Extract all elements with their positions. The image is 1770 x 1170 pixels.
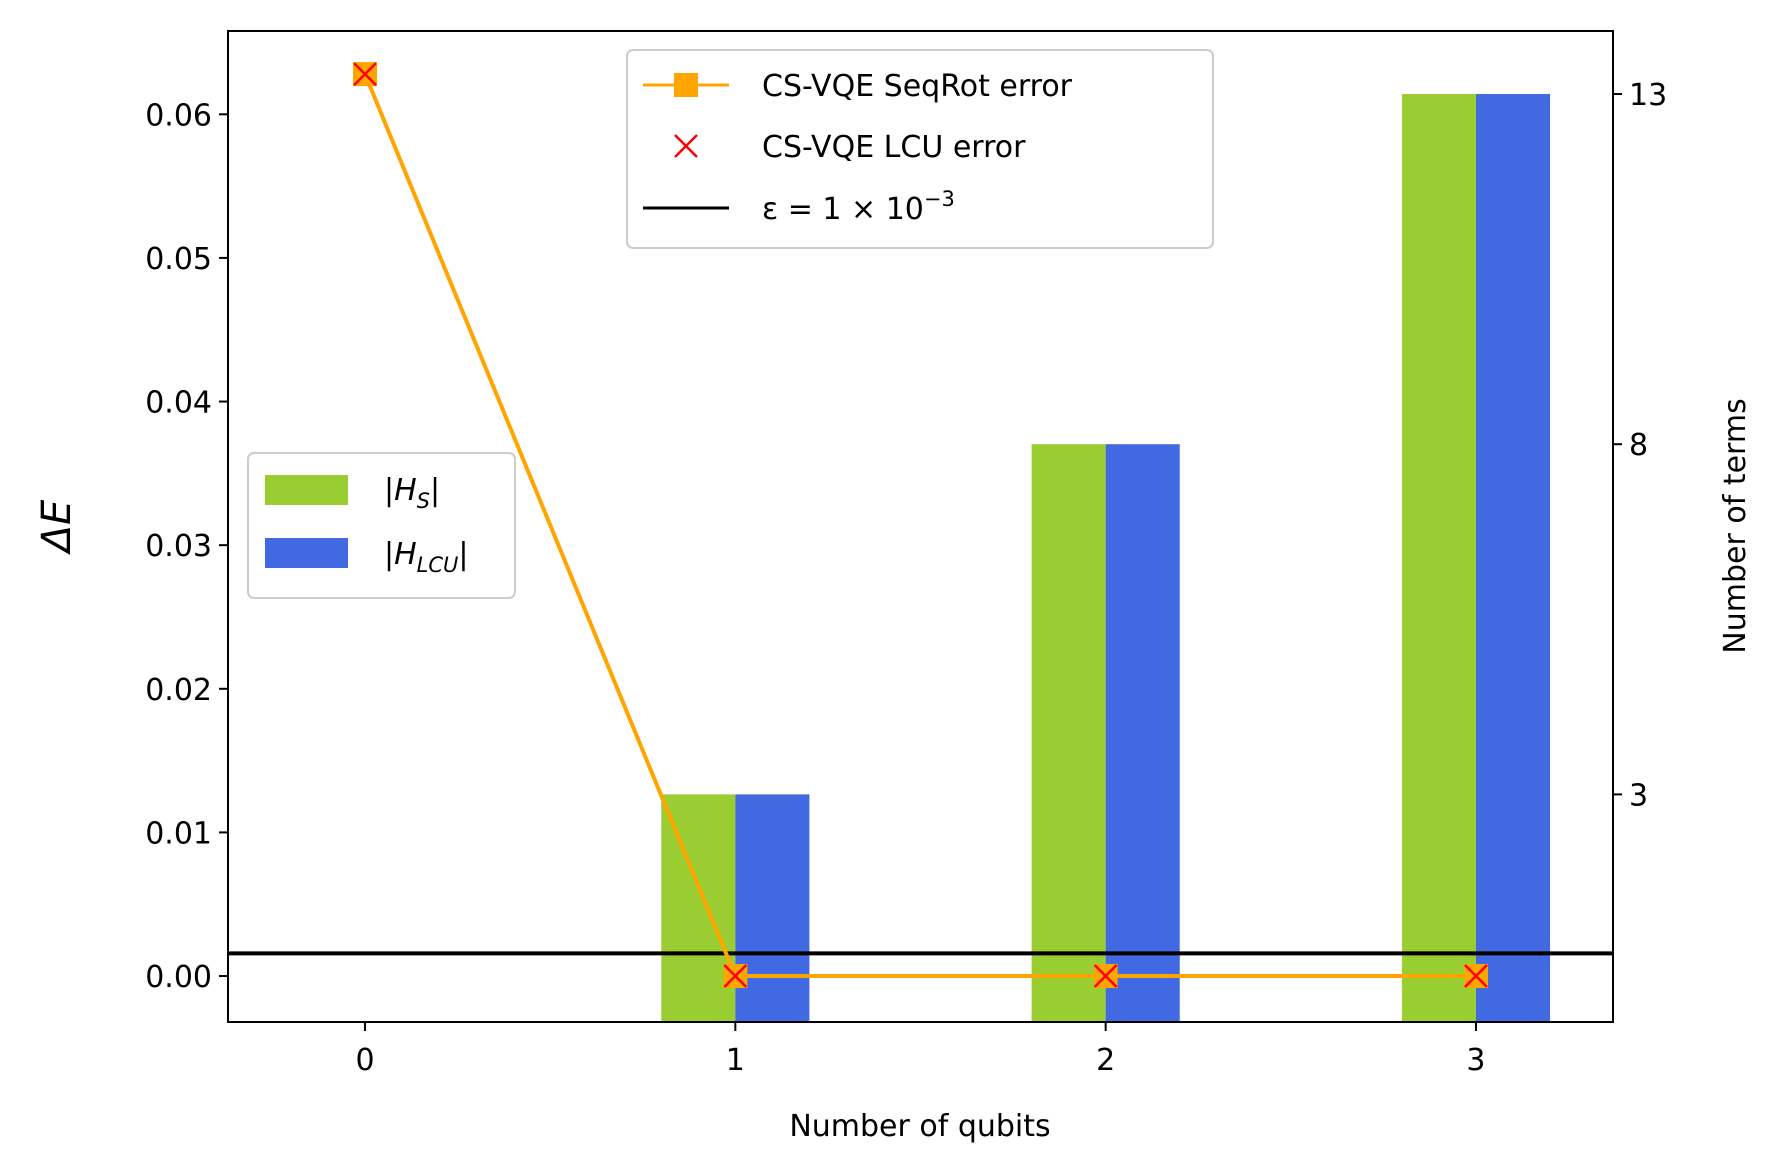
legend-seqrot-marker [674, 73, 698, 97]
error-lines-layer [353, 62, 1488, 989]
y-tick-label-0.00: 0.00 [145, 960, 212, 995]
y-tick-label-0.03: 0.03 [145, 529, 212, 564]
legend-hlcu-end: | [458, 537, 468, 572]
legend-hs-end: | [430, 473, 440, 508]
y2-tick-label-8: 8 [1629, 428, 1648, 463]
x-tick-label-0: 0 [355, 1043, 374, 1078]
y-tick-label-0.05: 0.05 [145, 242, 212, 277]
y-axis-right-title: Number of terms [1718, 398, 1753, 653]
legend-lines: CS-VQE SeqRot error CS-VQE LCU error ε =… [626, 49, 1214, 249]
legend-entry-hs: |HS| [265, 473, 440, 513]
legend-lcu-error-marker [674, 134, 698, 158]
plot-frame [227, 30, 1614, 1023]
lcu-error-marker-3 [1464, 964, 1488, 988]
lcu-error-marker-0 [353, 62, 377, 86]
lcu-error-marker-1 [723, 964, 748, 988]
bar-hs-3 [1401, 94, 1476, 1022]
x-axis: 0 1 2 3 [355, 1022, 1486, 1078]
y-axis-right: 3 8 13 [1613, 78, 1667, 813]
legend-hlcu-sub: LCU [417, 553, 459, 577]
legend-hlcu-label: |HLCU| [384, 537, 469, 577]
legend-hs-sub: S [417, 489, 430, 513]
bar-hlcu-3 [1475, 94, 1551, 1022]
legend-entry-seqrot: CS-VQE SeqRot error [643, 69, 1073, 104]
bar-hlcu-1 [735, 794, 810, 1022]
bar-hs-2 [1031, 444, 1106, 1022]
legend-lcu-error-label: CS-VQE LCU error [762, 130, 1026, 165]
y-axis-title: ΔE [34, 499, 80, 555]
x-tick-label-3: 3 [1466, 1043, 1485, 1078]
bar-hlcu-2 [1105, 444, 1180, 1022]
y-axis-left: 0.00 0.01 0.02 0.03 0.04 0.05 0.06 [145, 98, 228, 995]
legend-lines-box [626, 49, 1214, 249]
legend-hs-label: |HS| [384, 473, 440, 513]
lcu-error-marker-2 [1093, 964, 1118, 988]
legend-hs-main: |H [384, 473, 417, 508]
bar-hs-1 [661, 794, 736, 1022]
legend-hlcu-swatch [265, 538, 348, 568]
legend-hlcu-main: |H [384, 537, 417, 572]
y-tick-label-0.01: 0.01 [145, 816, 212, 851]
y2-tick-label-3: 3 [1629, 778, 1648, 813]
legend-bars-box [247, 452, 516, 599]
legend-seqrot-label: CS-VQE SeqRot error [762, 69, 1073, 104]
bar-layer [661, 94, 1551, 1022]
y-tick-label-0.02: 0.02 [145, 673, 212, 708]
y2-tick-label-13: 13 [1629, 78, 1667, 113]
legend-threshold-exponent: −3 [924, 187, 955, 211]
legend-entry-threshold: ε = 1 × 10−3 [643, 187, 955, 227]
legend-threshold-label: ε = 1 × 10−3 [762, 187, 955, 227]
y-tick-label-0.06: 0.06 [145, 98, 212, 133]
x-axis-title: Number of qubits [789, 1109, 1050, 1144]
legend-entry-hlcu: |HLCU| [265, 537, 469, 577]
seqrot-error-line [363, 73, 1476, 979]
legend-bars: |HS| |HLCU| [247, 452, 516, 599]
legend-hs-swatch [265, 475, 348, 505]
x-tick-label-1: 1 [726, 1043, 745, 1078]
y-tick-label-0.04: 0.04 [145, 386, 212, 421]
x-tick-label-2: 2 [1096, 1043, 1115, 1078]
legend-entry-lcu-error: CS-VQE LCU error [674, 130, 1026, 165]
legend-threshold-text: ε = 1 × 10 [762, 192, 924, 227]
